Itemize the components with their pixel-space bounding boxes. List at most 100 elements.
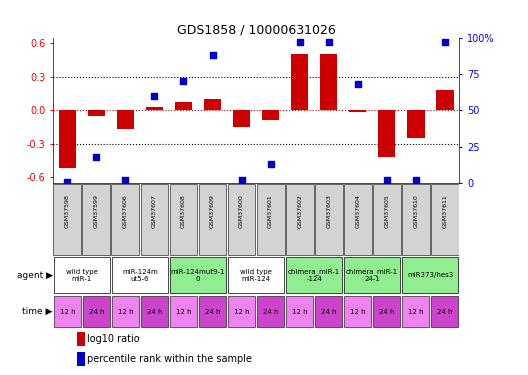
FancyBboxPatch shape (344, 296, 371, 327)
Text: GSM37611: GSM37611 (442, 194, 447, 228)
Bar (262, 110, 279, 120)
Bar (436, 90, 454, 110)
Bar (77, 332, 84, 346)
FancyBboxPatch shape (402, 296, 429, 327)
Point (324, 39, 333, 45)
Text: GSM37599: GSM37599 (94, 194, 99, 228)
FancyBboxPatch shape (315, 184, 343, 255)
FancyBboxPatch shape (140, 184, 168, 255)
FancyBboxPatch shape (54, 296, 81, 327)
Point (92, 154, 101, 160)
Text: wild type
miR-124: wild type miR-124 (240, 269, 272, 282)
FancyBboxPatch shape (344, 257, 400, 293)
Text: 12 h: 12 h (60, 309, 75, 315)
Text: 12 h: 12 h (234, 309, 249, 315)
Point (267, 161, 275, 167)
Point (208, 52, 216, 58)
Point (354, 81, 362, 87)
Text: GSM37602: GSM37602 (297, 194, 302, 228)
Point (440, 39, 449, 45)
Bar (407, 110, 425, 138)
Text: time ▶: time ▶ (22, 307, 53, 316)
FancyBboxPatch shape (373, 184, 401, 255)
FancyBboxPatch shape (111, 184, 139, 255)
Text: 24 h: 24 h (263, 309, 278, 315)
FancyBboxPatch shape (112, 257, 168, 293)
Text: miR373/hes3: miR373/hes3 (407, 272, 454, 278)
Text: 12 h: 12 h (350, 309, 365, 315)
Bar (233, 110, 250, 127)
Bar (204, 99, 221, 110)
Text: GSM37603: GSM37603 (326, 194, 331, 228)
Text: agent ▶: agent ▶ (17, 271, 53, 280)
Text: GSM37610: GSM37610 (413, 194, 418, 228)
FancyBboxPatch shape (286, 257, 342, 293)
Text: miR-124mut9-1
0: miR-124mut9-1 0 (171, 269, 225, 282)
Text: percentile rank within the sample: percentile rank within the sample (87, 354, 251, 363)
FancyBboxPatch shape (257, 184, 285, 255)
FancyBboxPatch shape (83, 296, 110, 327)
Point (121, 177, 130, 183)
Point (180, 78, 188, 84)
Bar (349, 110, 366, 112)
Text: 24 h: 24 h (89, 309, 104, 315)
Text: log10 ratio: log10 ratio (87, 334, 139, 344)
Bar (320, 54, 337, 110)
Point (412, 177, 420, 183)
FancyBboxPatch shape (82, 184, 110, 255)
Text: 12 h: 12 h (292, 309, 307, 315)
FancyBboxPatch shape (170, 257, 226, 293)
Text: GSM37609: GSM37609 (210, 194, 215, 228)
FancyBboxPatch shape (431, 296, 458, 327)
FancyBboxPatch shape (373, 296, 400, 327)
Text: wild type
miR-1: wild type miR-1 (66, 269, 98, 282)
Text: GSM37608: GSM37608 (181, 194, 186, 228)
Bar (146, 107, 163, 110)
Text: 24 h: 24 h (437, 309, 452, 315)
Text: 12 h: 12 h (176, 309, 191, 315)
FancyBboxPatch shape (53, 184, 81, 255)
Text: 24 h: 24 h (205, 309, 220, 315)
Text: GSM37598: GSM37598 (65, 194, 70, 228)
Text: chimera_miR-1
24-1: chimera_miR-1 24-1 (346, 268, 398, 282)
Text: 24 h: 24 h (379, 309, 394, 315)
FancyBboxPatch shape (402, 257, 458, 293)
Text: chimera_miR-1
-124: chimera_miR-1 -124 (288, 268, 340, 282)
FancyBboxPatch shape (112, 296, 139, 327)
Bar (88, 110, 105, 116)
Point (382, 177, 391, 183)
FancyBboxPatch shape (54, 257, 110, 293)
FancyBboxPatch shape (344, 184, 372, 255)
FancyBboxPatch shape (315, 296, 342, 327)
FancyBboxPatch shape (257, 296, 284, 327)
Bar (77, 352, 84, 366)
Text: GSM37604: GSM37604 (355, 194, 360, 228)
Text: miR-124m
ut5-6: miR-124m ut5-6 (122, 269, 158, 282)
Text: 24 h: 24 h (147, 309, 162, 315)
Point (238, 177, 246, 183)
FancyBboxPatch shape (228, 296, 255, 327)
Text: GSM37601: GSM37601 (268, 194, 273, 228)
Point (296, 39, 304, 45)
FancyBboxPatch shape (228, 184, 256, 255)
Bar (117, 110, 134, 129)
Text: GSM37605: GSM37605 (384, 194, 389, 228)
Text: GSM37606: GSM37606 (123, 194, 128, 228)
Text: GSM37600: GSM37600 (239, 194, 244, 228)
Text: 24 h: 24 h (321, 309, 336, 315)
Text: GSM37607: GSM37607 (152, 194, 157, 228)
Bar (378, 110, 395, 157)
FancyBboxPatch shape (228, 257, 284, 293)
Title: GDS1858 / 10000631026: GDS1858 / 10000631026 (177, 23, 335, 36)
FancyBboxPatch shape (199, 296, 226, 327)
Bar (291, 54, 308, 110)
Text: 12 h: 12 h (118, 309, 133, 315)
FancyBboxPatch shape (402, 184, 430, 255)
Point (63, 178, 72, 184)
FancyBboxPatch shape (431, 184, 459, 255)
Text: 12 h: 12 h (408, 309, 423, 315)
FancyBboxPatch shape (286, 184, 314, 255)
Point (150, 93, 158, 99)
Bar (175, 102, 192, 110)
FancyBboxPatch shape (141, 296, 168, 327)
